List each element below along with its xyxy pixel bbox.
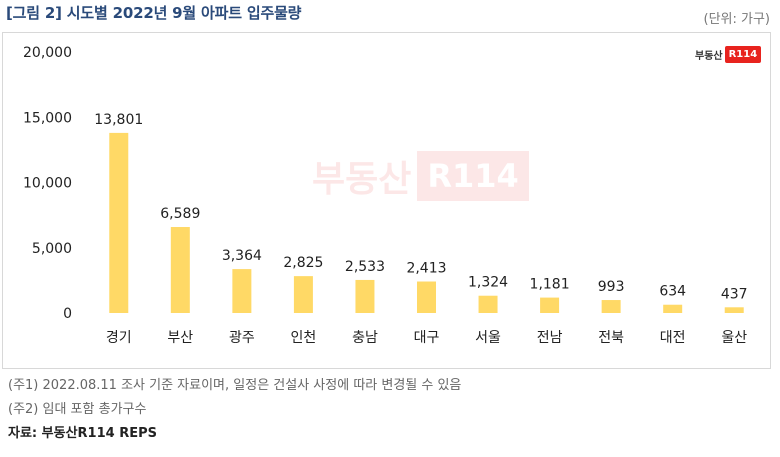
data-label: 437 <box>721 286 748 302</box>
bar-광주 <box>232 269 252 313</box>
chart-title: [그림 2] 시도별 2022년 9월 아파트 입주물량 <box>6 4 302 22</box>
data-label: 13,801 <box>94 112 143 128</box>
footnote-2: (주2) 임대 포함 총가구수 <box>8 402 147 417</box>
bar-부산 <box>170 227 190 313</box>
x-tick-label: 대구 <box>414 330 440 346</box>
y-tick-label: 5,000 <box>32 241 72 257</box>
x-tick-label: 충남 <box>352 330 378 346</box>
footnote-1: (주1) 2022.08.11 조사 기준 자료이며, 일정은 건설사 사정에 … <box>8 378 462 393</box>
bar-경기 <box>109 132 129 313</box>
bar-서울 <box>478 295 498 313</box>
logo-text: 부동산 <box>695 51 723 62</box>
x-tick-label: 광주 <box>229 330 255 346</box>
source-line: 자료: 부동산R114 REPS <box>8 426 157 441</box>
x-tick-label: 전북 <box>598 330 624 346</box>
data-label: 3,364 <box>222 248 262 264</box>
data-label: 6,589 <box>160 206 200 222</box>
data-label: 634 <box>659 284 686 300</box>
data-label: 2,533 <box>345 259 385 275</box>
bar-충남 <box>355 279 375 313</box>
bar-chart: 0 5,000 10,000 15,000 20,000 13,801 6,589 3,36… <box>23 45 748 346</box>
x-tick-label: 전남 <box>537 330 563 346</box>
unit-label: (단위: 가구) <box>703 12 771 27</box>
bar-전남 <box>540 297 560 313</box>
chart-panel <box>2 32 771 369</box>
x-tick-label: 대전 <box>660 330 686 346</box>
data-label: 2,825 <box>283 255 323 271</box>
x-tick-label: 울산 <box>721 330 747 346</box>
x-tick-label: 부산 <box>167 330 193 346</box>
bar-울산 <box>724 307 744 313</box>
y-tick-label: 0 <box>63 306 72 322</box>
y-tick-label: 10,000 <box>23 176 72 192</box>
y-axis: 0 5,000 10,000 15,000 20,000 <box>23 45 72 322</box>
x-tick-label: 경기 <box>106 330 132 346</box>
y-tick-label: 20,000 <box>23 45 72 61</box>
bar-대구 <box>417 281 436 313</box>
bars <box>109 132 744 313</box>
watermark-box: R114 <box>417 151 529 201</box>
watermark-text: 부동산 <box>312 159 412 200</box>
brand-logo: 부동산 R114 <box>695 46 762 63</box>
data-label: 993 <box>598 279 625 295</box>
y-tick-label: 15,000 <box>23 110 72 126</box>
data-label: 1,181 <box>530 277 570 293</box>
x-tick-label: 서울 <box>475 330 501 346</box>
x-tick-label: 인천 <box>291 330 317 346</box>
logo-box: R114 <box>724 46 762 63</box>
value-labels: 13,801 6,589 3,364 2,825 2,533 2,413 1,324 1,18… <box>94 112 747 302</box>
bar-대전 <box>663 304 683 313</box>
x-axis: 경기 부산 광주 인천 충남 대구 서울 전남 전북 대전 울산 <box>106 330 747 346</box>
bar-인천 <box>293 276 313 313</box>
data-label: 1,324 <box>468 275 508 291</box>
bar-전북 <box>601 300 621 313</box>
footnotes: (주1) 2022.08.11 조사 기준 자료이며, 일정은 건설사 사정에 … <box>8 374 461 446</box>
watermark: 부동산 R114 <box>312 150 529 202</box>
data-label: 2,413 <box>406 261 446 277</box>
